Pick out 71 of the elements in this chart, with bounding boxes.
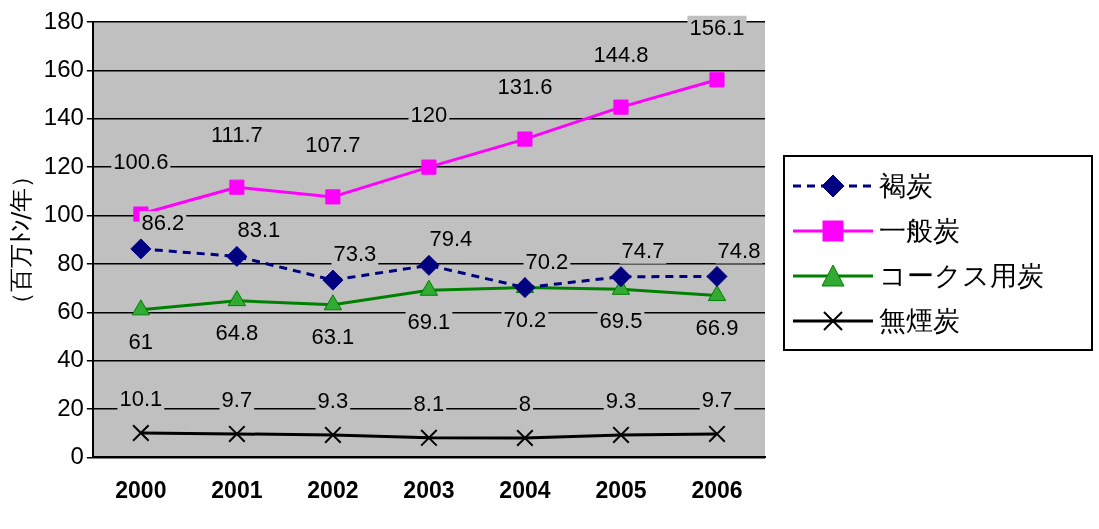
point xyxy=(709,72,725,88)
point xyxy=(421,159,437,175)
x-tick-label: 2004 xyxy=(499,476,551,503)
data-label: 70.2 xyxy=(525,248,569,274)
data-label: 74.8 xyxy=(717,237,761,263)
x-tick-label: 2003 xyxy=(403,476,455,503)
x-tick-label: 2001 xyxy=(211,476,263,503)
legend-label: コークス用炭 xyxy=(879,258,1044,293)
y-tick-label: 20 xyxy=(57,393,84,421)
data-label: 66.9 xyxy=(695,314,739,340)
point xyxy=(613,99,629,115)
y-tick-label: 160 xyxy=(43,55,84,82)
data-label: 100.6 xyxy=(113,149,169,175)
point xyxy=(516,429,534,447)
y-tick-label: 40 xyxy=(57,345,84,373)
data-label: 73.3 xyxy=(333,241,377,267)
point xyxy=(707,285,727,302)
y-tick-label: 180 xyxy=(43,6,84,34)
y-axis-title: （百万ﾄﾝ/年） xyxy=(6,163,35,316)
point xyxy=(228,425,246,443)
data-label: 70.2 xyxy=(503,306,547,332)
legend-label: 無煙炭 xyxy=(879,303,960,338)
point xyxy=(514,277,536,299)
data-label: 156.1 xyxy=(689,14,745,40)
point xyxy=(610,266,632,288)
legend-label: 一般炭 xyxy=(879,213,960,248)
y-tick-label: 140 xyxy=(43,103,84,131)
x-tick-label: 2000 xyxy=(115,476,167,503)
point xyxy=(325,189,341,205)
point xyxy=(612,426,630,444)
point xyxy=(130,238,152,260)
data-label: 10.1 xyxy=(119,386,163,412)
data-label: 79.4 xyxy=(429,226,473,252)
data-label: 64.8 xyxy=(215,319,259,345)
data-label: 9.3 xyxy=(605,387,637,413)
point xyxy=(324,426,342,444)
data-label: 131.6 xyxy=(497,74,553,100)
data-label: 86.2 xyxy=(141,209,185,235)
data-label: 69.5 xyxy=(599,308,643,334)
x-tick-label: 2005 xyxy=(595,476,647,503)
data-label: 107.7 xyxy=(305,131,361,157)
y-tick-label: 0 xyxy=(70,442,84,470)
y-tick-label: 80 xyxy=(57,248,84,276)
point xyxy=(708,425,726,443)
point xyxy=(229,179,245,195)
data-label: 111.7 xyxy=(210,122,263,148)
data-label: 120 xyxy=(410,102,448,128)
data-label: 63.1 xyxy=(311,323,355,349)
data-label: 9.3 xyxy=(317,387,349,413)
data-label: 9.7 xyxy=(701,387,733,412)
data-label: 9.7 xyxy=(221,387,253,412)
point xyxy=(322,269,344,291)
data-label: 74.7 xyxy=(621,237,665,263)
point xyxy=(418,254,440,276)
x-tick-label: 2006 xyxy=(691,476,743,503)
point xyxy=(420,429,438,447)
y-tick-label: 120 xyxy=(43,151,84,179)
legend-label: 褐炭 xyxy=(879,168,933,203)
data-label: 61 xyxy=(128,328,154,354)
data-label: 8 xyxy=(518,391,532,417)
y-tick-label: 100 xyxy=(43,200,84,228)
point xyxy=(517,131,533,147)
y-tick-label: 60 xyxy=(57,296,84,324)
data-label: 144.8 xyxy=(593,42,649,68)
data-label: 83.1 xyxy=(237,217,281,243)
point xyxy=(132,424,150,442)
point xyxy=(226,245,248,267)
x-tick-label: 2002 xyxy=(307,476,359,503)
data-label: 8.1 xyxy=(413,390,445,416)
point xyxy=(706,265,728,287)
data-label: 69.1 xyxy=(407,309,451,335)
